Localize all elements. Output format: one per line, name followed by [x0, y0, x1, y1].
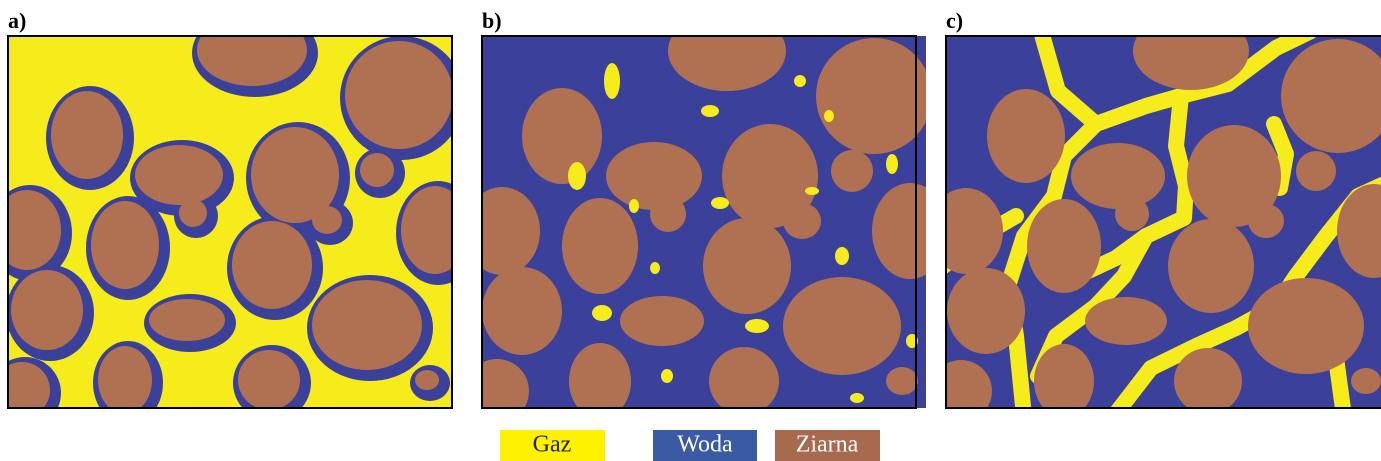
grain [91, 201, 159, 289]
grain [415, 370, 439, 390]
grain [464, 187, 540, 275]
grain [232, 221, 312, 309]
grain [709, 347, 779, 415]
grain [1174, 348, 1242, 414]
legend-label: Woda [677, 432, 733, 458]
panel-label: a) [8, 8, 26, 33]
grain [1168, 219, 1254, 313]
gas-blob [794, 75, 806, 87]
grain [620, 296, 704, 346]
grain [929, 188, 1003, 274]
grain [703, 218, 791, 314]
grain [522, 88, 602, 184]
grain [11, 270, 83, 350]
grain [149, 299, 225, 341]
legend-label: Ziarna [796, 432, 859, 458]
gas-blob [661, 369, 673, 383]
grain [98, 346, 152, 414]
gas-blob [824, 110, 834, 122]
grain [238, 350, 300, 410]
gas-blob [650, 262, 660, 274]
panel-label: c) [946, 8, 963, 33]
grain [465, 359, 529, 423]
grain [816, 38, 932, 154]
grain [1248, 204, 1284, 238]
gas-blob [835, 247, 849, 265]
grain [562, 198, 638, 294]
grain [197, 14, 307, 86]
grain [51, 91, 123, 179]
grain [1027, 199, 1101, 293]
grain [401, 186, 469, 274]
legend-label: Gaz [533, 432, 572, 458]
grain [886, 367, 918, 395]
gas-blob [850, 393, 864, 403]
grain [1115, 197, 1149, 231]
grain [1248, 278, 1364, 374]
grain [312, 206, 342, 234]
grain [1071, 143, 1165, 209]
gas-blob [629, 199, 639, 213]
grain [312, 280, 422, 370]
grain [668, 11, 786, 91]
grain [650, 196, 686, 232]
grain [987, 89, 1065, 183]
gas-blob [711, 197, 729, 209]
grain [1296, 151, 1336, 191]
gas-blob [701, 105, 719, 117]
gas-blob [604, 63, 620, 99]
gas-blob [568, 162, 586, 190]
panel-c [929, 12, 1381, 422]
panel-b [464, 11, 948, 423]
gas-blob [745, 319, 769, 333]
grain [1085, 297, 1167, 345]
grain [930, 360, 992, 422]
grain [606, 142, 702, 210]
grain [360, 153, 394, 187]
grain [783, 203, 821, 239]
grain [482, 267, 562, 355]
grain [345, 41, 453, 149]
panel-a [0, 9, 480, 429]
grain [1133, 12, 1249, 90]
grain [1351, 368, 1381, 394]
grain [1034, 344, 1094, 418]
figure: a) b) c) Gaz Woda Ziarna [0, 0, 1381, 461]
panel-label: b) [482, 8, 502, 33]
gas-blob [886, 154, 898, 174]
gas-blob [592, 305, 612, 321]
grain [947, 268, 1025, 354]
grain [872, 183, 948, 279]
gas-blob [805, 187, 819, 195]
grain [831, 150, 873, 192]
grain [135, 145, 223, 205]
grain [179, 199, 207, 227]
grain [783, 277, 901, 375]
